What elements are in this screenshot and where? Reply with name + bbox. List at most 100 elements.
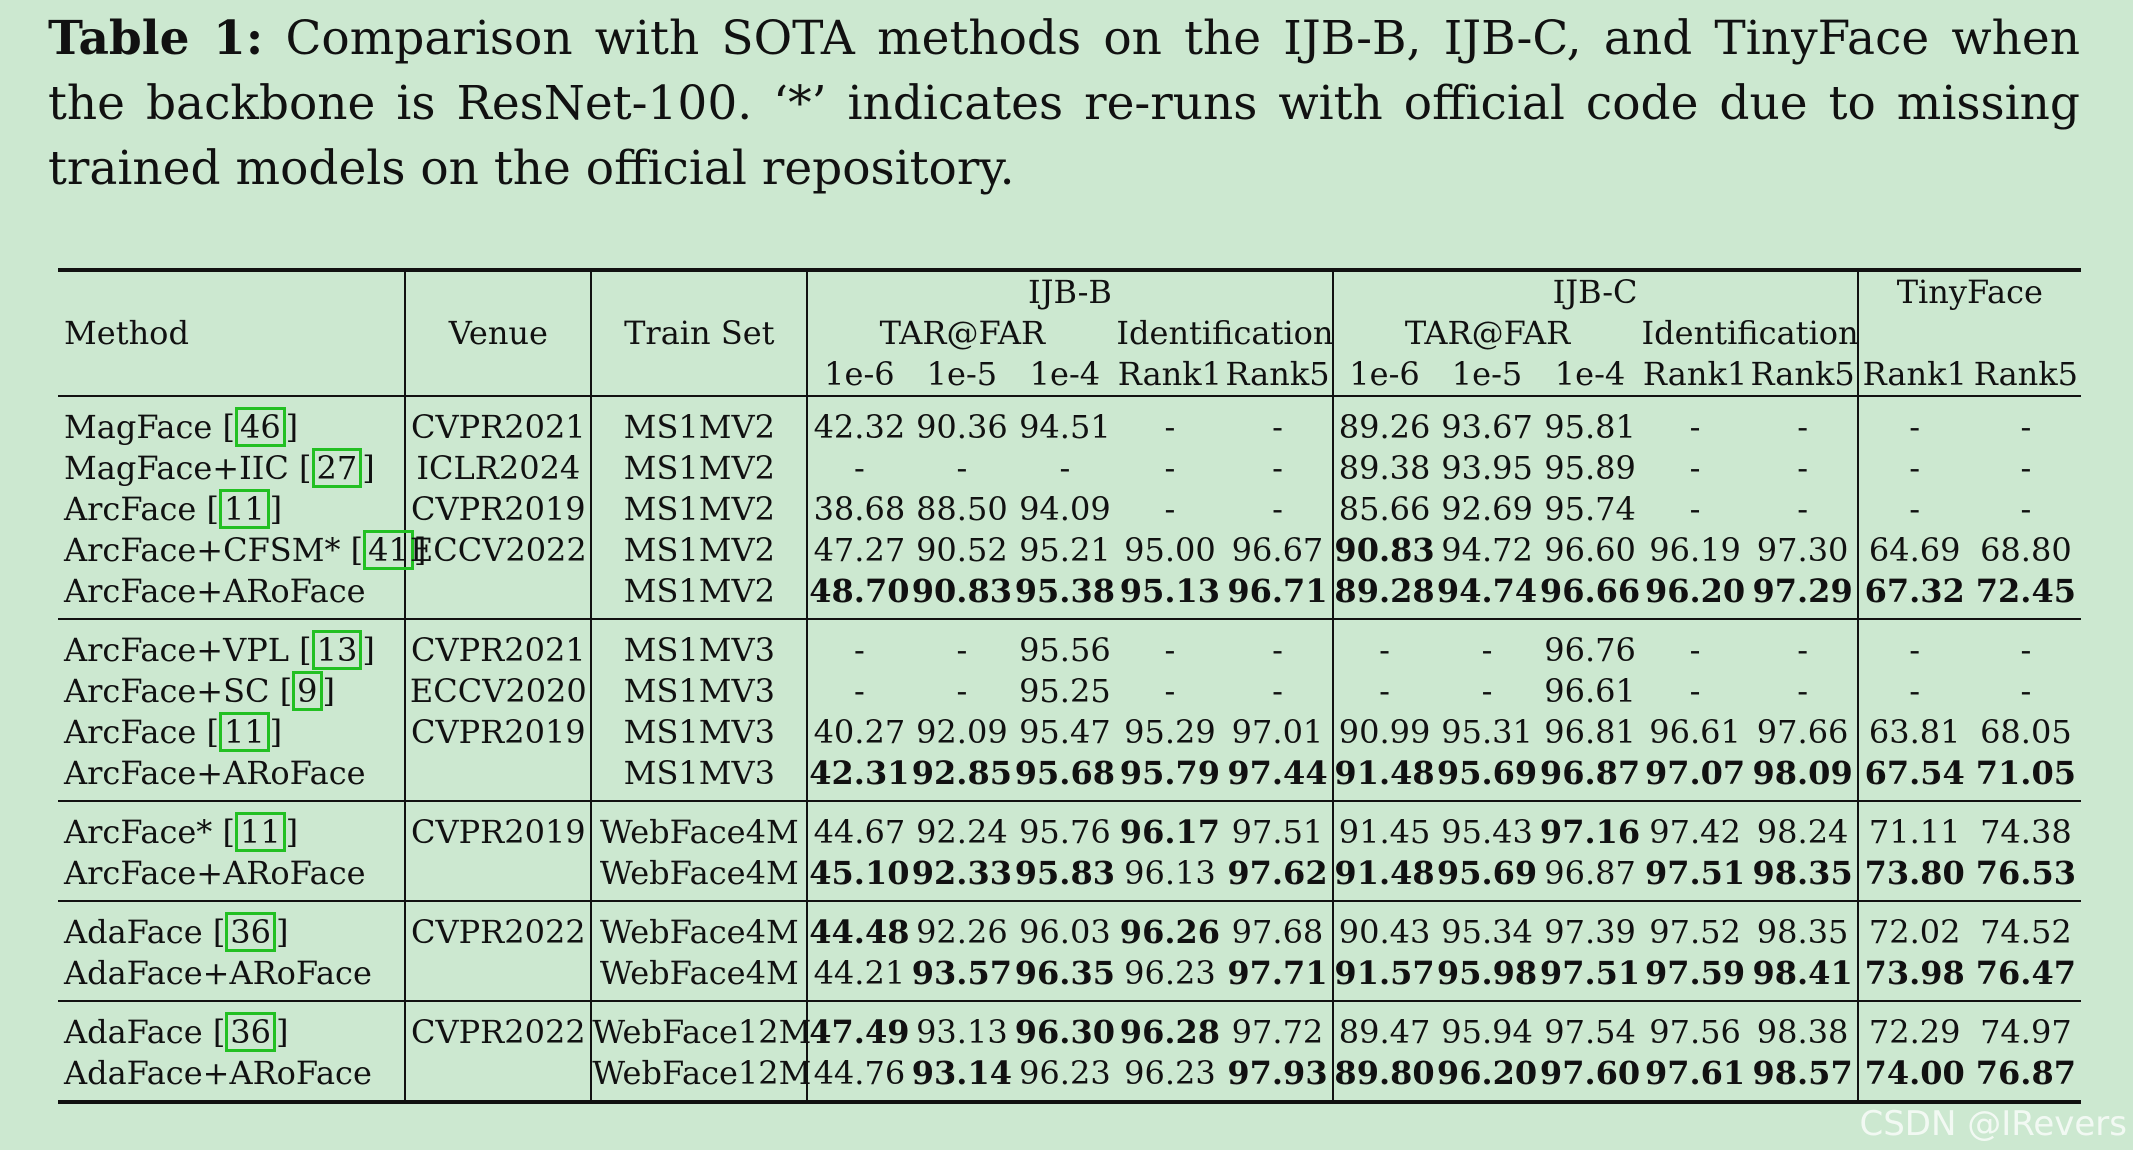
- venue-cell: ECCV2022: [405, 530, 593, 571]
- citation-link[interactable]: 11: [218, 712, 270, 752]
- citation-link[interactable]: 9: [292, 671, 323, 711]
- train-set-cell: WebFace12M: [591, 1001, 811, 1053]
- train-set-cell: WebFace4M: [591, 853, 809, 901]
- citation-link[interactable]: 11: [218, 489, 270, 529]
- value-cell: 47.27: [813, 531, 906, 569]
- value-cell: 98.35: [1748, 901, 1859, 953]
- train-set-cell: WebFace12M: [591, 1053, 811, 1102]
- method-name: ArcFace+ARoFace: [64, 754, 366, 792]
- value-cell: 96.71: [1223, 571, 1334, 619]
- value-cell: 76.47: [1975, 954, 2076, 992]
- value-cell: 89.28: [1334, 572, 1435, 610]
- value-cell: -: [1909, 672, 1921, 710]
- value-cell: 96.60: [1544, 531, 1636, 569]
- value-cell: 72.02: [1868, 913, 1961, 951]
- value-cell: 94.74: [1436, 572, 1538, 610]
- value-cell: 71.05: [1975, 754, 2076, 792]
- value-cell: 90.83: [1334, 531, 1435, 569]
- value-cell: 93.13: [916, 1013, 1008, 1051]
- citation-link[interactable]: 11: [234, 812, 286, 852]
- value-cell: 95.56: [1019, 631, 1111, 669]
- method-cell: ArcFace [11]: [58, 489, 407, 530]
- method-cell: ArcFace [11]: [58, 712, 407, 753]
- value-cell: 95.13: [1119, 572, 1220, 610]
- value-cell: 92.69: [1441, 490, 1533, 528]
- value-cell: -: [1164, 408, 1176, 446]
- value-cell: 96.67: [1223, 530, 1334, 571]
- value-cell: 44.67: [813, 813, 906, 851]
- citation-link[interactable]: 36: [225, 912, 277, 952]
- value-cell: 94.09: [1019, 490, 1111, 528]
- train-set-cell: MS1MV3: [591, 753, 809, 801]
- value-cell: 72.45: [1975, 572, 2076, 610]
- value-cell: -: [853, 672, 865, 710]
- table-row: AdaFace [36] CVPR2022 WebFace4M 44.48 92.26 9…: [58, 901, 2081, 953]
- method-cell: ArcFace* [11]: [58, 801, 407, 853]
- table-row: MagFace [46] CVPR2021 MS1MV2 42.32 90.36 94.5…: [58, 396, 2081, 448]
- header-col: Rank5: [1973, 355, 2078, 393]
- value-cell: 95.31: [1441, 713, 1533, 751]
- value-cell: 96.26: [1119, 913, 1220, 951]
- value-cell: 76.53: [1975, 854, 2076, 892]
- value-cell: 97.51: [1539, 954, 1641, 992]
- header-col: Rank5: [1223, 354, 1334, 396]
- value-cell: 98.35: [1748, 853, 1859, 901]
- value-cell: 44.76: [813, 1054, 906, 1092]
- method-name: ArcFace+CFSM*: [64, 531, 341, 569]
- citation-link[interactable]: 36: [225, 1012, 277, 1052]
- train-set-cell: MS1MV2: [591, 489, 809, 530]
- value-cell: -: [1689, 449, 1701, 487]
- value-cell: 96.17: [1119, 813, 1220, 851]
- method-cell: MagFace [46]: [58, 396, 407, 448]
- value-cell: 73.98: [1864, 954, 1965, 992]
- citation-link[interactable]: 41: [363, 530, 414, 570]
- value-cell: 91.48: [1334, 754, 1435, 792]
- value-cell: 97.01: [1223, 712, 1334, 753]
- value-cell: 64.69: [1868, 531, 1961, 569]
- value-cell: 95.69: [1436, 754, 1538, 792]
- value-cell: 98.24: [1748, 801, 1859, 853]
- method-cell: ArcFace+SC [9]: [58, 671, 407, 712]
- citation-link[interactable]: 13: [311, 630, 363, 670]
- table-row: ArcFace+CFSM* [41] ECCV2022 MS1MV2 47.27 90.…: [58, 530, 2081, 571]
- value-cell: -: [1164, 672, 1176, 710]
- method-name: AdaFace: [64, 1013, 203, 1051]
- value-cell: 93.57: [911, 954, 1012, 992]
- header-col: Rank5: [1748, 354, 1859, 396]
- value-cell: 44.48: [809, 913, 910, 951]
- value-cell: 97.52: [1649, 913, 1741, 951]
- table-row: AdaFace [36] CVPR2022 WebFace12M 47.49 93.13…: [58, 1001, 2081, 1053]
- venue-cell: CVPR2022: [405, 1001, 593, 1053]
- train-set-cell: MS1MV2: [591, 530, 809, 571]
- citation-link[interactable]: 46: [234, 407, 286, 447]
- value-cell: -: [1748, 489, 1859, 530]
- value-cell: 96.20: [1436, 1054, 1538, 1092]
- value-cell: 97.60: [1539, 1054, 1641, 1092]
- value-cell: 92.09: [916, 713, 1008, 751]
- value-cell: 93.14: [911, 1054, 1012, 1092]
- train-set-cell: MS1MV2: [591, 571, 809, 619]
- train-set-cell: MS1MV3: [591, 712, 809, 753]
- value-cell: 95.29: [1124, 713, 1216, 751]
- value-cell: 95.68: [1014, 754, 1115, 792]
- train-set-cell: MS1MV2: [591, 396, 809, 448]
- header-ijbc: IJB-C: [1332, 270, 1859, 313]
- value-cell: 96.03: [1019, 913, 1111, 951]
- header-ijbb-identification: Identification: [1116, 313, 1334, 354]
- table-row: ArcFace [11] CVPR2019 MS1MV2 38.68 88.50 94.0…: [58, 489, 2081, 530]
- value-cell: 97.39: [1544, 913, 1636, 951]
- value-cell: -: [1379, 672, 1390, 710]
- value-cell: -: [1164, 631, 1176, 669]
- value-cell: -: [853, 631, 865, 669]
- value-cell: 97.51: [1644, 854, 1746, 892]
- table-row: AdaFace+ARoFace WebFace12M 44.76 93.14 96.23…: [58, 1053, 2081, 1102]
- venue-cell: [405, 1053, 593, 1102]
- table-row: ArcFace* [11] CVPR2019 WebFace4M 44.67 92.24…: [58, 801, 2081, 853]
- value-cell: -: [1059, 449, 1071, 487]
- venue-cell: CVPR2019: [405, 801, 593, 853]
- value-cell: 95.89: [1544, 449, 1636, 487]
- value-cell: 88.50: [916, 490, 1008, 528]
- header-col: 1e-4: [1554, 355, 1626, 393]
- value-cell: 97.07: [1644, 754, 1746, 792]
- citation-link[interactable]: 27: [311, 448, 363, 488]
